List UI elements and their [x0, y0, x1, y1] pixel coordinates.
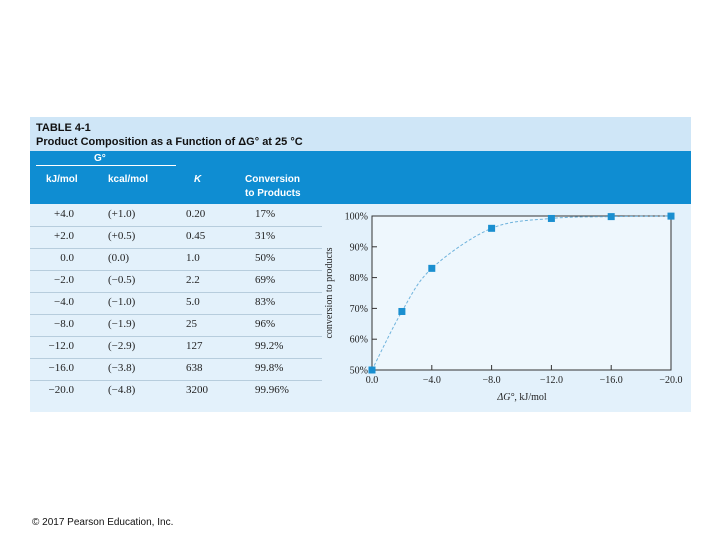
- header-group-rule: [36, 165, 176, 166]
- cell-kcal: (−3.8): [108, 362, 136, 374]
- table-number: TABLE 4-1: [36, 122, 91, 134]
- cell-conversion: 99.96%: [255, 384, 289, 396]
- cell-kj: −4.0: [54, 296, 74, 308]
- cell-conversion: 99.8%: [255, 362, 284, 374]
- cell-conversion: 83%: [255, 296, 276, 308]
- table-title-box: TABLE 4-1 Product Composition as a Funct…: [30, 117, 691, 151]
- header-conversion-line2: to Products: [245, 188, 301, 199]
- cell-k: 0.45: [186, 230, 206, 242]
- data-point: [428, 264, 436, 272]
- cell-kcal: (−0.5): [108, 274, 136, 286]
- y-tick-label: 80%: [350, 273, 368, 284]
- header-kcal: kcal/mol: [108, 174, 149, 185]
- cell-conversion: 17%: [255, 208, 276, 220]
- x-axis-label: ΔG°, kJ/mol: [496, 392, 547, 403]
- x-tick-label: −12.0: [540, 375, 563, 386]
- cell-conversion: 69%: [255, 274, 276, 286]
- data-points: [368, 212, 675, 374]
- cell-kcal: (−1.0): [108, 296, 136, 308]
- x-tick-label: −4.0: [423, 375, 441, 386]
- y-tick-label: 90%: [350, 242, 368, 253]
- cell-k: 25: [186, 318, 197, 330]
- x-axis-label-unit: , kJ/mol: [514, 392, 546, 403]
- y-tick-labels: 50% 60% 70% 80% 90% 100%: [345, 212, 368, 377]
- table-row: −12.0 (−2.9) 127 99.2%: [30, 336, 322, 359]
- cell-k: 638: [186, 362, 203, 374]
- cell-kcal: (+1.0): [108, 208, 136, 220]
- table-row: −8.0 (−1.9) 25 96%: [30, 314, 322, 337]
- table-header: G° kJ/mol kcal/mol K Conversion to Produ…: [30, 151, 691, 204]
- cell-kj: −2.0: [54, 274, 74, 286]
- cell-kj: +2.0: [54, 230, 74, 242]
- plot-area: [371, 215, 672, 371]
- cell-k: 0.20: [186, 208, 206, 220]
- cell-k: 1.0: [186, 252, 200, 264]
- x-tick-label: 0.0: [366, 375, 379, 386]
- y-tick-marks: [372, 215, 377, 371]
- data-point: [667, 212, 675, 220]
- y-tick-label: 70%: [350, 304, 368, 315]
- cell-kcal: (−2.9): [108, 340, 136, 352]
- y-tick-label: 60%: [350, 335, 368, 346]
- data-point: [488, 224, 496, 232]
- cell-kj: 0.0: [60, 252, 74, 264]
- header-group: G°: [94, 153, 106, 164]
- cell-kcal: (+0.5): [108, 230, 136, 242]
- x-tick-label: −8.0: [483, 375, 501, 386]
- cell-conversion: 31%: [255, 230, 276, 242]
- cell-kj: −8.0: [54, 318, 74, 330]
- data-point: [398, 307, 406, 315]
- table-row: −2.0 (−0.5) 2.2 69%: [30, 270, 322, 293]
- x-tick-labels: 0.0 −4.0 −8.0 −12.0 −16.0 −20.0: [366, 375, 683, 386]
- x-tick-label: −16.0: [600, 375, 623, 386]
- table-row: 0.0 (0.0) 1.0 50%: [30, 248, 322, 271]
- copyright-text: © 2017 Pearson Education, Inc.: [32, 517, 174, 528]
- data-point: [607, 213, 615, 221]
- table-row: −16.0 (−3.8) 638 99.8%: [30, 358, 322, 381]
- table-row: +4.0 (+1.0) 0.20 17%: [30, 204, 322, 227]
- table-row: −20.0 (−4.8) 3200 99.96%: [30, 380, 322, 402]
- x-axis-label-symbol: ΔG°: [496, 392, 514, 403]
- cell-kj: −16.0: [48, 362, 74, 374]
- cell-conversion: 50%: [255, 252, 276, 264]
- cell-kcal: (−1.9): [108, 318, 136, 330]
- header-conversion-line1: Conversion: [245, 174, 301, 185]
- cell-kcal: (0.0): [108, 252, 130, 264]
- cell-kj: +4.0: [54, 208, 74, 220]
- y-tick-label: 50%: [350, 366, 368, 377]
- table-title: Product Composition as a Function of ΔG°…: [36, 136, 303, 148]
- cell-conversion: 99.2%: [255, 340, 284, 352]
- header-k: K: [194, 174, 202, 185]
- y-axis-label: conversion to products: [324, 247, 335, 338]
- table-row: −4.0 (−1.0) 5.0 83%: [30, 292, 322, 315]
- y-tick-label: 100%: [345, 212, 368, 223]
- x-tick-label: −20.0: [659, 375, 682, 386]
- data-point: [547, 214, 555, 222]
- data-point: [368, 366, 376, 374]
- cell-conversion: 96%: [255, 318, 276, 330]
- conversion-chart: 50% 60% 70% 80% 90% 100% 0.0 −4.0 −8.0 −12.0 −16.…: [324, 212, 683, 404]
- cell-kj: −20.0: [48, 384, 74, 396]
- cell-k: 127: [186, 340, 203, 352]
- cell-k: 3200: [186, 384, 208, 396]
- table-row: +2.0 (+0.5) 0.45 31%: [30, 226, 322, 249]
- cell-kj: −12.0: [48, 340, 74, 352]
- header-kj: kJ/mol: [46, 174, 78, 185]
- cell-k: 5.0: [186, 296, 200, 308]
- cell-kcal: (−4.8): [108, 384, 136, 396]
- cell-k: 2.2: [186, 274, 200, 286]
